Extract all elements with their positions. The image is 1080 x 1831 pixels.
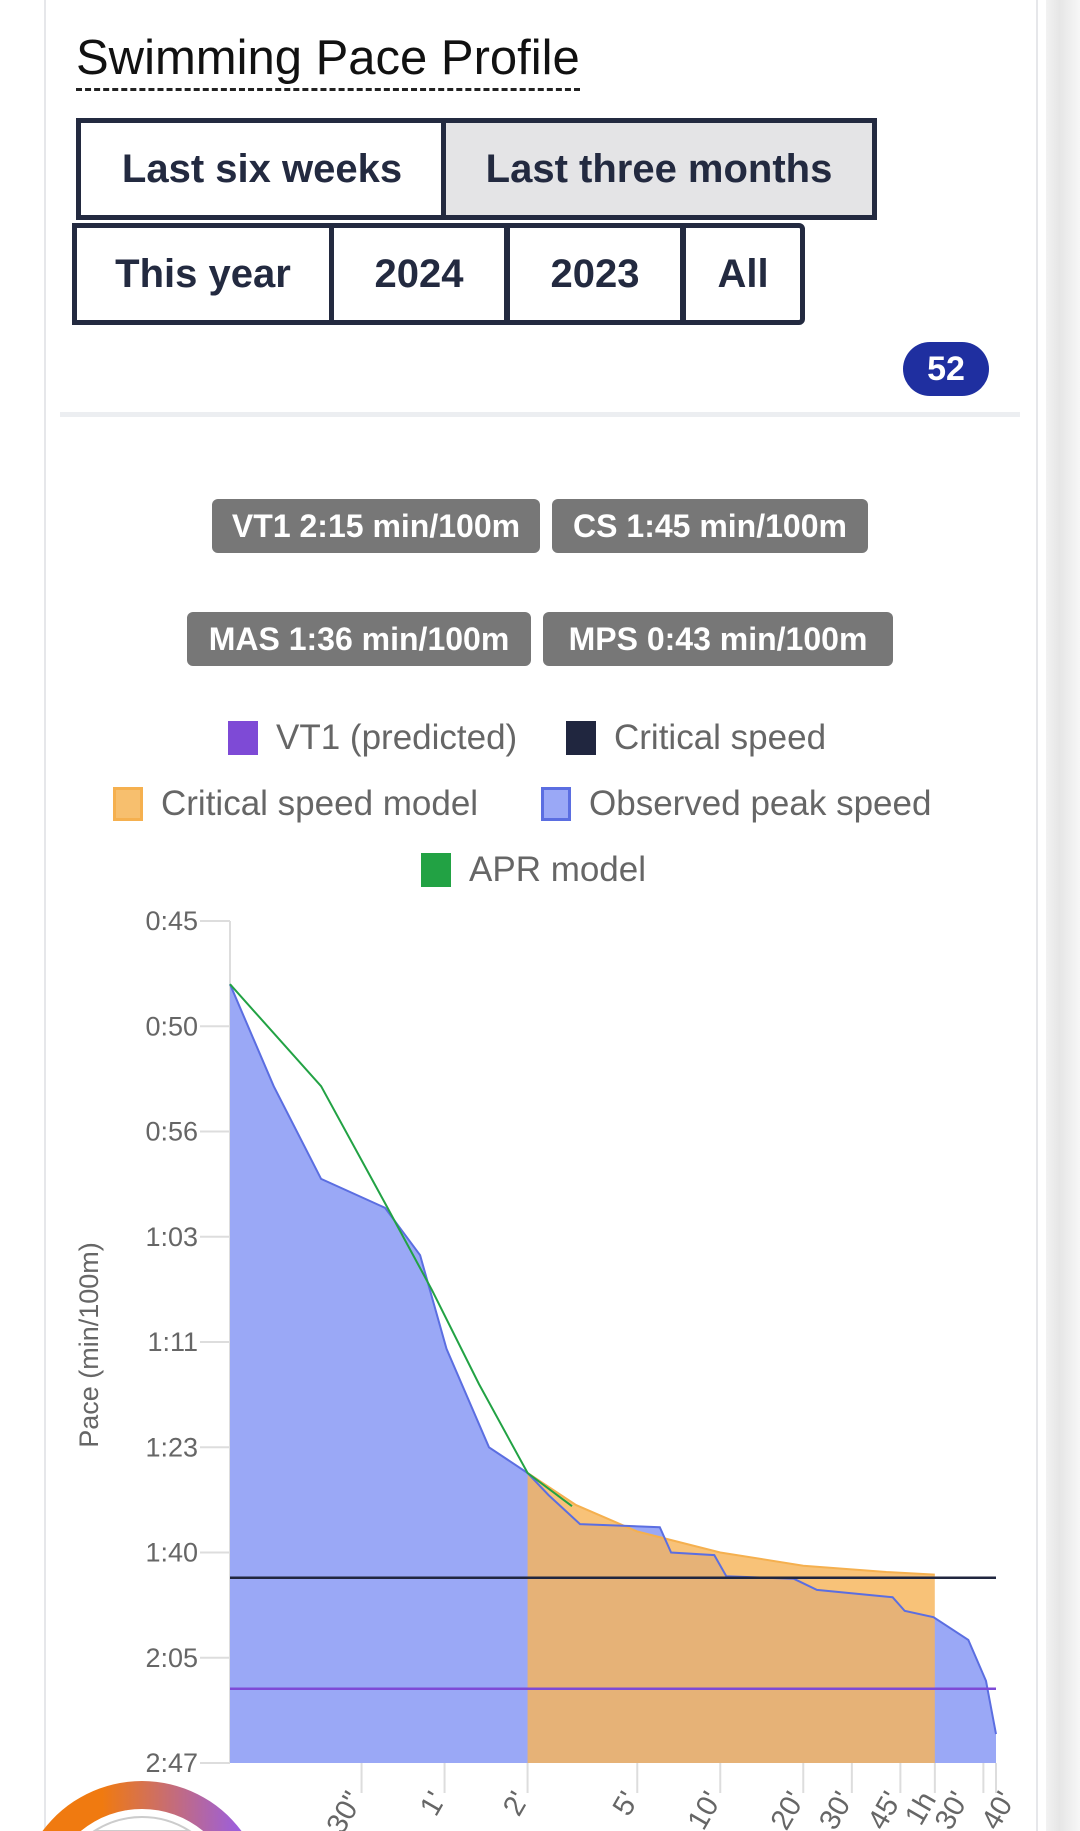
- y-tick-label: 2:05: [145, 1643, 198, 1673]
- legend-vt1[interactable]: VT1 (predicted): [228, 718, 517, 758]
- apr-model-line: [229, 983, 573, 1508]
- legend-swatch: [541, 787, 571, 821]
- x-tick-label: 30': [813, 1787, 860, 1831]
- x-tick-label: 20': [765, 1787, 812, 1831]
- divider: [60, 412, 1020, 417]
- legend-label: VT1 (predicted): [276, 718, 518, 757]
- filter-this-year[interactable]: This year: [72, 223, 334, 325]
- x-tick-label: 40': [975, 1787, 1022, 1831]
- legend-label: Critical speed: [614, 718, 827, 757]
- x-tick-label: 30": [321, 1787, 370, 1831]
- legend-swatch: [113, 787, 143, 821]
- legend-label: Observed peak speed: [589, 784, 932, 823]
- observed-line: [229, 983, 997, 1735]
- y-tick-label: 1:03: [145, 1222, 198, 1252]
- cs-chip: CS 1:45 min/100m: [552, 499, 868, 553]
- filter-last-three-months[interactable]: Last three months: [441, 118, 877, 220]
- app-logo: [42, 1780, 242, 1831]
- observed-area: [230, 984, 996, 1763]
- legend-label: APR model: [469, 850, 647, 889]
- y-tick-label: 1:11: [147, 1327, 198, 1357]
- x-tick-label: 30': [929, 1787, 976, 1831]
- cs-model-area: [527, 1473, 935, 1763]
- legend-swatch: [421, 853, 451, 887]
- vt1-chip: VT1 2:15 min/100m: [212, 499, 540, 553]
- y-tick-label: 1:23: [145, 1432, 198, 1462]
- legend-swatch: [228, 721, 258, 755]
- y-tick-label: 0:45: [145, 906, 198, 936]
- y-tick-label: 0:50: [145, 1011, 198, 1041]
- mas-chip: MAS 1:36 min/100m: [187, 612, 531, 666]
- y-tick-label: 1:40: [145, 1538, 198, 1568]
- count-badge: 52: [903, 342, 989, 396]
- x-tick-label: 1': [414, 1787, 453, 1822]
- x-tick-label: 10': [682, 1787, 729, 1831]
- y-axis-title: Pace (min/100m): [74, 1242, 104, 1448]
- legend-critical-speed[interactable]: Critical speed: [566, 718, 826, 758]
- legend-observed[interactable]: Observed peak speed: [541, 784, 931, 824]
- x-tick-label: 2': [497, 1787, 536, 1822]
- legend-label: Critical speed model: [161, 784, 479, 823]
- legend-swatch: [566, 721, 596, 755]
- scrollbar[interactable]: [1046, 0, 1080, 1831]
- filter-2024[interactable]: 2024: [329, 223, 509, 325]
- x-tick-label: 5': [607, 1787, 646, 1822]
- mps-chip: MPS 0:43 min/100m: [543, 612, 893, 666]
- y-tick-label: 0:56: [145, 1117, 198, 1147]
- y-tick-label: 2:47: [145, 1748, 198, 1778]
- cs-model-line: [527, 1472, 935, 1576]
- filter-2023[interactable]: 2023: [505, 223, 685, 325]
- page-title: Swimming Pace Profile: [76, 30, 580, 91]
- filter-all[interactable]: All: [681, 223, 805, 325]
- legend-apr[interactable]: APR model: [421, 850, 646, 890]
- legend-cs-model[interactable]: Critical speed model: [113, 784, 478, 824]
